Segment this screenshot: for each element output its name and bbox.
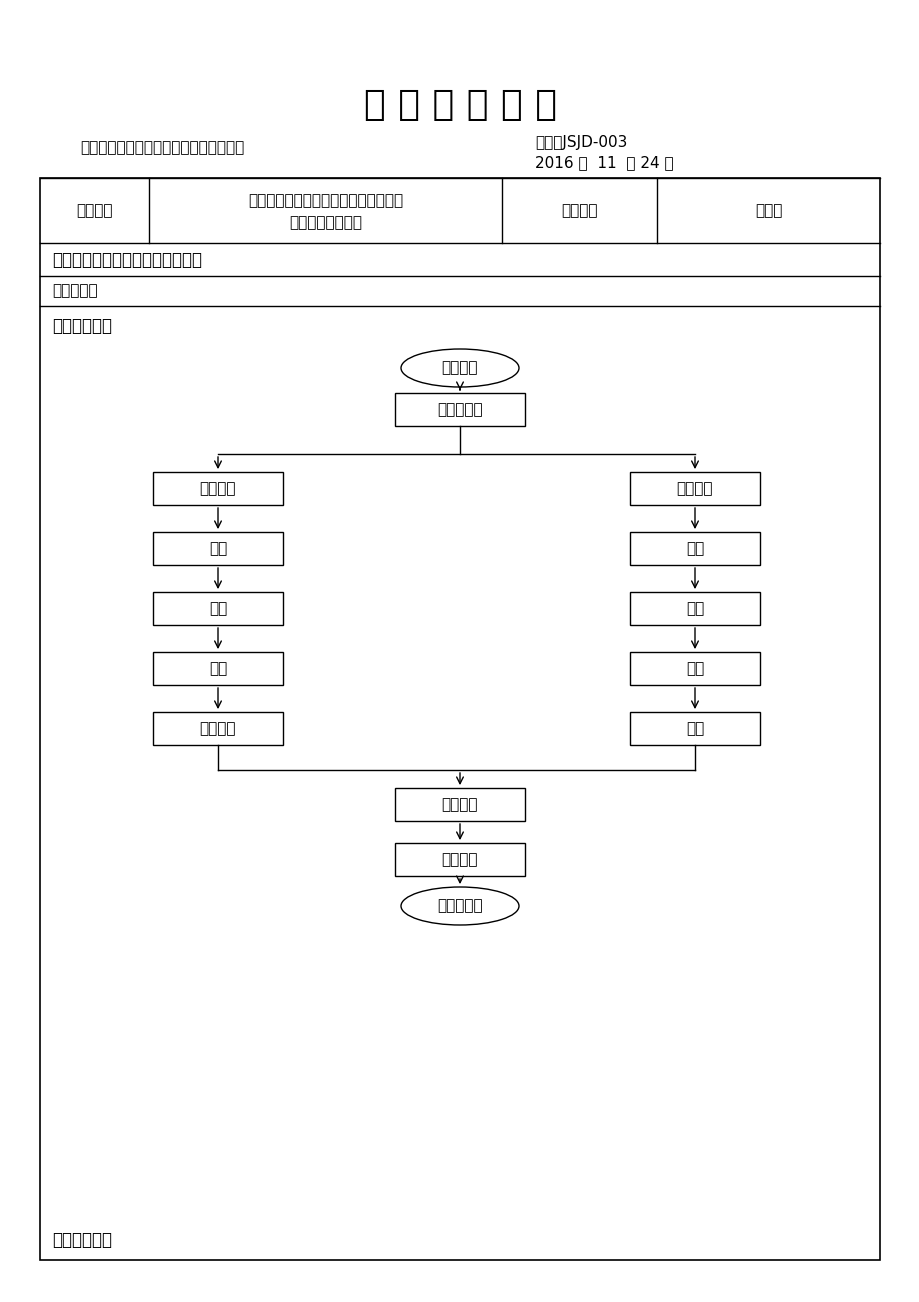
Ellipse shape bbox=[401, 887, 518, 924]
Bar bbox=[153, 712, 283, 745]
Text: 機電部: 機電部 bbox=[754, 203, 781, 217]
Bar bbox=[153, 533, 283, 565]
Text: 二、施工准备: 二、施工准备 bbox=[52, 1230, 112, 1249]
Text: 风管加固: 风管加固 bbox=[441, 852, 478, 867]
Bar bbox=[153, 652, 283, 685]
Text: 钻孔: 钻孔 bbox=[686, 661, 703, 676]
Text: 刷漆: 刷漆 bbox=[686, 721, 703, 736]
Text: 交底部門: 交底部門 bbox=[561, 203, 597, 217]
Bar bbox=[394, 788, 525, 822]
Text: 咬口: 咬口 bbox=[209, 602, 227, 616]
Bar bbox=[153, 473, 283, 505]
Bar bbox=[394, 393, 525, 426]
Bar bbox=[630, 533, 759, 565]
Text: 组对: 组对 bbox=[686, 542, 703, 556]
Text: 组合铆接: 组合铆接 bbox=[441, 797, 478, 812]
Bar bbox=[630, 712, 759, 745]
Text: 施工單位：中國建築第二工程局有限公司: 施工單位：中國建築第二工程局有限公司 bbox=[80, 141, 244, 155]
Text: 壓口成型: 壓口成型 bbox=[199, 721, 236, 736]
Bar bbox=[394, 842, 525, 876]
Text: 法兰下料: 法兰下料 bbox=[676, 480, 712, 496]
Text: 交底提要：風管制作安裝技術交底: 交底提要：風管制作安裝技術交底 bbox=[52, 250, 202, 268]
Bar bbox=[630, 592, 759, 625]
Ellipse shape bbox=[401, 349, 518, 387]
Bar bbox=[630, 473, 759, 505]
Text: 绘制加工图: 绘制加工图 bbox=[437, 402, 482, 417]
Text: 焊接: 焊接 bbox=[686, 602, 703, 616]
Text: 剪切: 剪切 bbox=[209, 542, 227, 556]
Text: 雪川農業發展股份有限公司馬鈴薯技術: 雪川農業發展股份有限公司馬鈴薯技術 bbox=[248, 193, 403, 208]
Text: 技 術 交 底 記 錄: 技 術 交 底 記 錄 bbox=[363, 89, 556, 122]
Text: 折方: 折方 bbox=[209, 661, 227, 676]
Text: 研發中心一期工程: 研發中心一期工程 bbox=[289, 215, 362, 230]
Text: 检验、编号: 检验、编号 bbox=[437, 898, 482, 914]
Text: 2016 年  11  月 24 日: 2016 年 11 月 24 日 bbox=[535, 155, 673, 171]
Text: 施工准备: 施工准备 bbox=[441, 361, 478, 375]
Text: 工程名稱: 工程名稱 bbox=[76, 203, 113, 217]
Text: 風管下料: 風管下料 bbox=[199, 480, 236, 496]
Text: 一、施工流程: 一、施工流程 bbox=[52, 316, 112, 335]
Bar bbox=[153, 592, 283, 625]
Text: 交底內容：: 交底內容： bbox=[52, 284, 97, 298]
Bar bbox=[630, 652, 759, 685]
Text: 編號：JSJD-003: 編號：JSJD-003 bbox=[535, 135, 627, 151]
Bar bbox=[40, 178, 879, 1260]
